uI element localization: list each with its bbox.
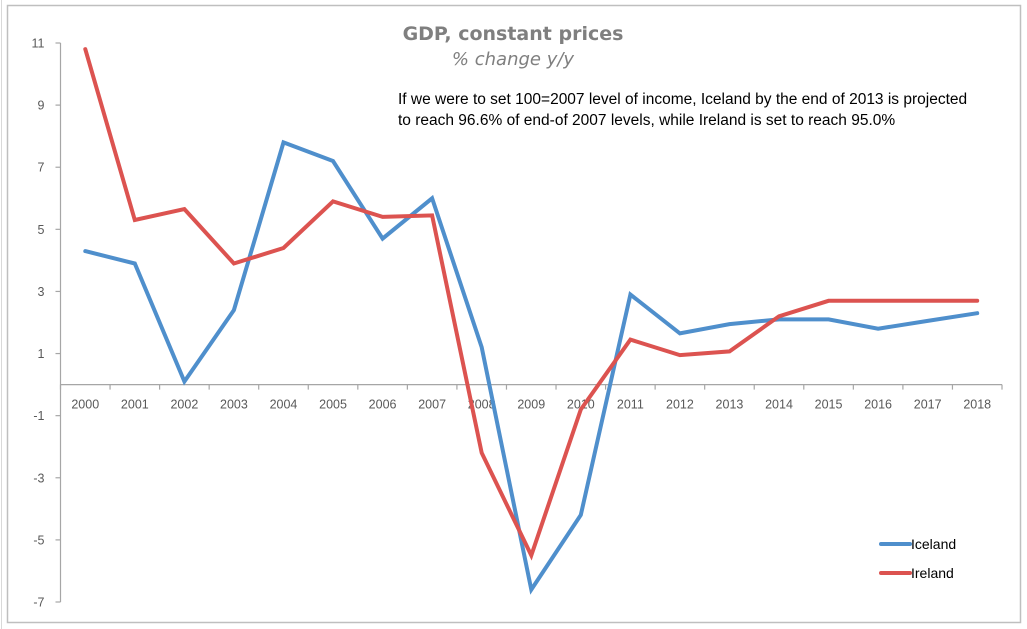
x-tick-label: 2015 <box>815 398 843 412</box>
legend: Iceland Ireland <box>879 536 956 581</box>
legend-label-ireland: Ireland <box>911 565 954 581</box>
x-tick-label: 2016 <box>864 398 892 412</box>
x-tick-label: 2009 <box>517 398 545 412</box>
x-tick-label: 2017 <box>914 398 942 412</box>
y-tick-label: -5 <box>33 533 44 547</box>
y-axis: 11 9 7 5 3 1 -1 -3 -5 -7 <box>32 37 62 610</box>
x-tick-label: 2011 <box>617 398 644 412</box>
annotation-line-2: to reach 96.6% of end-of 2007 levels, wh… <box>398 112 895 129</box>
chart-subtitle: % change y/y <box>452 49 575 70</box>
y-tick-label: 3 <box>38 285 45 299</box>
x-tick-label: 2008 <box>468 398 496 412</box>
x-tick-label: 2005 <box>319 398 347 412</box>
y-tick-label: -3 <box>33 471 44 485</box>
y-tick-label: 11 <box>32 37 45 51</box>
legend-item-iceland[interactable]: Iceland <box>879 536 956 552</box>
chart-title: GDP, constant prices <box>403 23 624 45</box>
x-tick-label: 2007 <box>418 398 446 412</box>
y-tick-label: 7 <box>38 161 45 175</box>
x-tick-label: 2018 <box>963 398 991 412</box>
x-tick-label: 2013 <box>716 398 744 412</box>
annotation-line-1: If we were to set 100=2007 level of inco… <box>398 91 967 108</box>
x-tick-label: 2002 <box>170 398 198 412</box>
legend-item-ireland[interactable]: Ireland <box>879 565 954 581</box>
x-axis: 2000 2001 2002 2003 2004 2005 2006 2007 2008 2009… <box>59 384 1003 412</box>
x-tick-label: 2014 <box>765 398 793 412</box>
y-tick-label: -1 <box>33 409 44 423</box>
y-tick-label: 9 <box>38 99 45 113</box>
x-tick-label: 2003 <box>220 398 248 412</box>
series-line-iceland <box>83 139 980 595</box>
y-tick-label: 5 <box>38 223 45 237</box>
y-tick-label: -7 <box>33 596 44 610</box>
y-tick-label: 1 <box>38 347 45 361</box>
series-layer <box>83 47 980 595</box>
x-tick-label: 2012 <box>666 398 694 412</box>
x-tick-label: 2001 <box>121 398 149 412</box>
series-line-ireland <box>83 47 980 561</box>
x-tick-label: 2006 <box>369 398 397 412</box>
chart-frame <box>6 4 1022 624</box>
legend-label-iceland: Iceland <box>911 536 956 552</box>
x-tick-label: 2000 <box>71 398 99 412</box>
x-tick-label: 2004 <box>270 398 298 412</box>
